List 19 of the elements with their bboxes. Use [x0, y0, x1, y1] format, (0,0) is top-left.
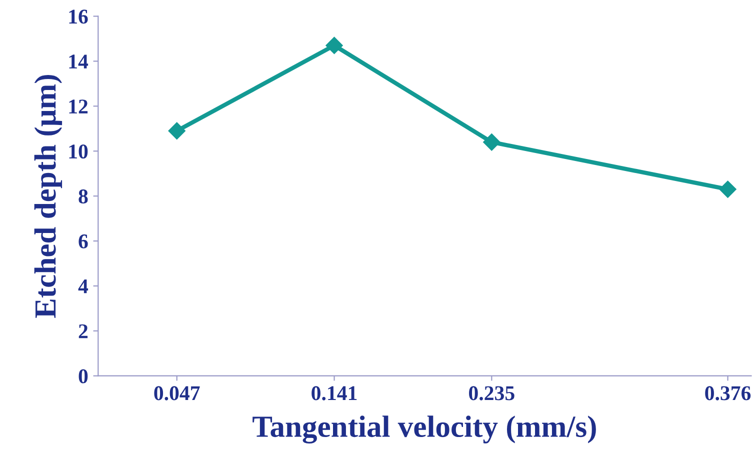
y-tick-label: 16 — [69, 10, 88, 24]
x-tick-label: 0.047 — [154, 386, 200, 400]
y-tick-label: 12 — [69, 100, 88, 114]
x-tick-label: 0.235 — [469, 386, 514, 400]
point — [483, 134, 500, 151]
y-tick-label: 4 — [78, 279, 88, 294]
y-axis-title: Etched depth (μm) — [34, 74, 62, 318]
y-tick-label: 2 — [78, 324, 88, 338]
y-tick-label: 6 — [78, 234, 88, 248]
point — [326, 36, 343, 54]
x-tick-label: 0.376 — [705, 386, 751, 400]
y-tick-label: 10 — [69, 144, 88, 159]
x-tick-label: 0.141 — [312, 386, 357, 400]
y-tick-label: 0 — [78, 369, 88, 384]
y-tick-label: 14 — [69, 54, 88, 68]
y-tick-label: 8 — [78, 189, 88, 204]
point — [168, 122, 186, 140]
x-axis-title: Tangential velocity (mm/s) — [252, 416, 596, 444]
point — [719, 180, 736, 198]
